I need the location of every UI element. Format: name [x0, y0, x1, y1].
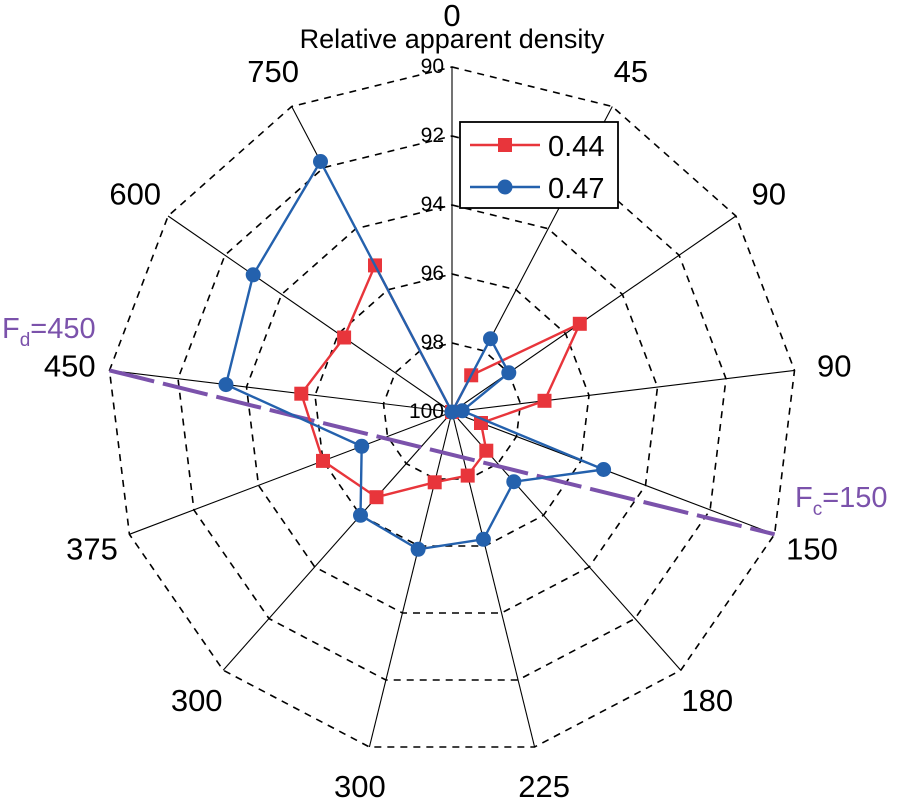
radial-tick-92: 92 [421, 124, 444, 147]
series-layer [218, 154, 612, 557]
legend-label-series-2: 0.47 [548, 173, 604, 205]
point-series-1-6 [460, 468, 475, 483]
radial-tick-94: 94 [421, 193, 445, 216]
grid-spoke-8 [222, 411, 453, 671]
point-series-1-8 [369, 490, 384, 505]
grid-ring-5 [108, 66, 796, 748]
category-label-2: 90 [752, 176, 786, 211]
point-series-1-3 [537, 393, 552, 408]
category-label-11: 600 [109, 176, 161, 211]
grid-ring-3 [245, 204, 659, 614]
annotation-lines [109, 368, 776, 537]
point-series-2-10 [218, 377, 234, 393]
annotation-fd: Fd=450 [2, 313, 96, 351]
grid [108, 66, 796, 748]
grid-spoke-6 [451, 411, 536, 748]
radial-tick-labels: 90 92 94 96 98 100 [409, 55, 444, 423]
point-series-1-2 [572, 316, 587, 331]
grid-spoke-4 [451, 411, 775, 535]
category-label-1: 45 [614, 54, 648, 89]
series-line-1 [299, 262, 583, 499]
grid-spoke-10 [109, 369, 453, 413]
point-series-2-3 [454, 403, 470, 419]
radial-tick-100: 100 [409, 400, 444, 423]
chart-title: Relative apparent density [300, 24, 605, 54]
series-line-2 [224, 159, 609, 551]
point-series-2-5 [506, 474, 522, 490]
grid-spoke-3 [451, 369, 795, 413]
grid-ring-4 [177, 135, 727, 681]
point-series-1-7 [427, 475, 442, 490]
radial-tick-98: 98 [421, 331, 444, 354]
category-label-5: 180 [681, 683, 733, 718]
point-series-2-1 [483, 331, 498, 347]
annotation-line-fd-fc [109, 368, 776, 537]
point-series-2-9 [354, 438, 370, 454]
grid-spoke-7 [368, 411, 453, 748]
annotation-fc: Fc=150 [795, 482, 888, 520]
point-series-2-7 [410, 541, 426, 557]
category-label-8: 300 [171, 683, 223, 718]
point-series-2-2 [501, 365, 517, 381]
category-label-6: 225 [518, 769, 570, 804]
annotation-fd-label: Fd=450 [2, 313, 96, 351]
category-label-10: 450 [44, 349, 96, 384]
category-labels: 0 45 90 90 150 180 225 300 300 375 450 600 750 [44, 0, 852, 804]
point-series-2-12 [313, 154, 328, 169]
legend-box [459, 121, 619, 209]
legend-label-series-1: 0.44 [548, 131, 604, 163]
grid-spoke-9 [129, 411, 453, 535]
point-series-1-11 [337, 330, 352, 345]
legend-marker-series-1 [498, 138, 512, 152]
point-series-2-8 [353, 507, 368, 523]
point-series-2-6 [475, 531, 491, 547]
point-series-2-11 [245, 267, 261, 283]
radial-tick-96: 96 [421, 262, 444, 285]
legend: 0.44 0.47 [459, 121, 619, 209]
point-series-1-10 [294, 386, 309, 401]
point-series-1-9 [316, 453, 330, 468]
category-label-3: 90 [817, 349, 851, 384]
annotation-fc-label: Fc=150 [795, 482, 888, 520]
point-series-1-5 [479, 443, 494, 458]
grid-spoke-11 [167, 215, 453, 413]
category-label-12: 750 [247, 54, 299, 89]
legend-marker-series-2 [497, 179, 513, 195]
category-label-9: 375 [66, 532, 118, 567]
radial-tick-90: 90 [421, 55, 444, 78]
category-label-7: 300 [334, 769, 386, 804]
category-label-4: 150 [786, 532, 838, 567]
point-series-2-4 [596, 462, 612, 477]
category-label-0: 0 [443, 0, 460, 33]
